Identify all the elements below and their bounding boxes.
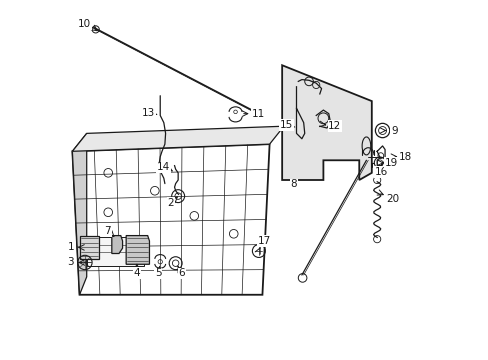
Text: 8: 8: [290, 179, 297, 189]
Text: 14: 14: [157, 162, 170, 172]
Text: 7: 7: [104, 226, 111, 236]
Text: 4: 4: [133, 268, 140, 278]
Text: 12: 12: [327, 121, 341, 131]
Text: 1: 1: [68, 242, 75, 252]
Text: 19: 19: [384, 158, 397, 168]
Text: 2: 2: [167, 198, 174, 208]
Text: 20: 20: [385, 194, 398, 204]
Text: 13: 13: [142, 108, 155, 118]
Polygon shape: [72, 134, 86, 295]
Text: 5: 5: [155, 268, 162, 278]
Text: 3: 3: [67, 257, 74, 267]
Text: 16: 16: [374, 167, 387, 177]
Polygon shape: [112, 235, 122, 253]
Text: 6: 6: [178, 268, 184, 278]
Polygon shape: [72, 126, 284, 151]
Text: 10: 10: [78, 19, 91, 29]
Polygon shape: [72, 144, 269, 295]
Polygon shape: [80, 235, 99, 259]
Polygon shape: [126, 235, 149, 264]
Polygon shape: [282, 65, 371, 180]
Text: 17: 17: [257, 236, 270, 246]
Text: 9: 9: [390, 126, 397, 135]
Polygon shape: [86, 237, 144, 266]
Text: 11: 11: [251, 109, 264, 119]
Text: 18: 18: [398, 152, 411, 162]
Text: 15: 15: [280, 120, 293, 130]
